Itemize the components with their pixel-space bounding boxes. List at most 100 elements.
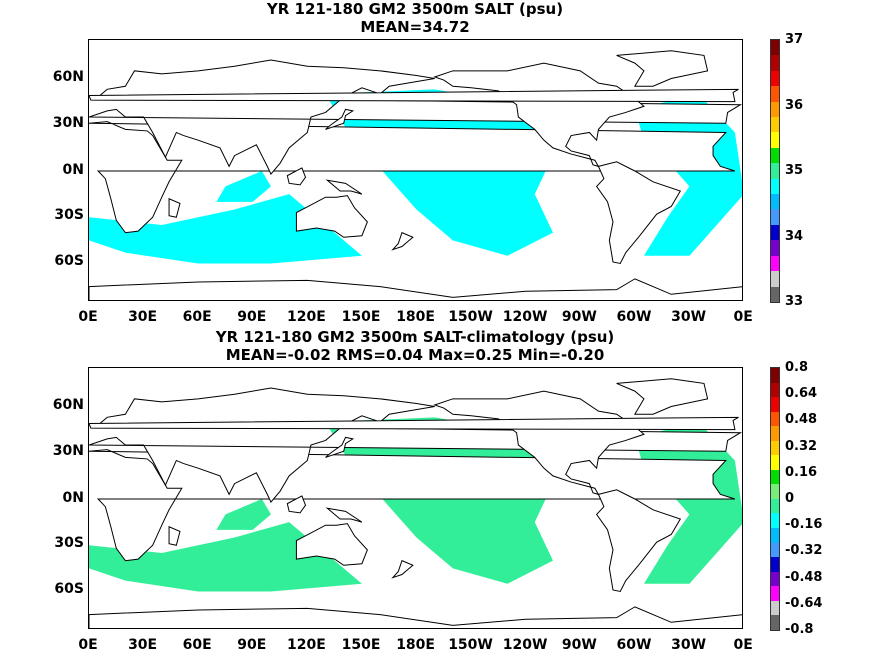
panel2-lon-label-0: 0E <box>78 637 98 653</box>
coastline-newguinea <box>325 507 363 523</box>
panel2-colorbar-segment <box>771 382 779 398</box>
panel1-lat-0N: 0N <box>62 162 84 178</box>
panel2-colorbar-segment <box>771 600 779 616</box>
panel2-colorbar-segment <box>771 397 779 412</box>
panel1-colorbar-label: 37 <box>785 32 804 47</box>
coastline-britain <box>89 88 739 103</box>
panel1-colorbar-segment <box>771 132 779 148</box>
panel2-lon-label-12: 0E <box>733 637 753 653</box>
panel2-lon-label-1: 30E <box>128 637 158 653</box>
panel2-colorbar-segment <box>771 368 779 383</box>
panel2-colorbar-label: -0.16 <box>785 517 823 533</box>
panel1-lon-label-4: 120E <box>286 309 326 325</box>
panel2-colorbar-segment <box>771 586 779 601</box>
panel2-colorbar-label: 0.64 <box>785 386 818 402</box>
panel1-lon-label-3: 90E <box>237 309 267 325</box>
coastline-antarctica <box>89 606 742 628</box>
panel1-colorbar-segment <box>771 101 779 118</box>
panel2-colorbar-segment <box>771 498 779 514</box>
coastline-japan <box>325 108 355 130</box>
coastline-eurasia <box>89 59 742 175</box>
panel2-lat-30S: 30S <box>54 535 84 551</box>
panel2-colorbar-label: 0 <box>785 491 795 506</box>
panel2-lon-label-5: 150E <box>341 637 381 653</box>
panel2-map <box>88 367 743 629</box>
panel1-colorbar-segment <box>771 240 779 256</box>
coastline-nz <box>391 559 414 579</box>
panel2-lat-60N: 60N <box>52 397 84 413</box>
panel2-colorbar-label: 0.16 <box>785 464 818 480</box>
coastline-nAmerica <box>433 390 645 496</box>
panel2-colorbar-label: 0.48 <box>785 412 818 428</box>
coastline-borneo <box>286 495 307 514</box>
coastline-japan <box>325 436 355 458</box>
coastline-borneo <box>286 167 307 186</box>
panel2-colorbar-label: -0.64 <box>785 595 823 611</box>
panel2-colorbar-label: -0.8 <box>785 622 814 637</box>
panel2-lat-30N: 30N <box>52 443 84 459</box>
panel1-colorbar-segment <box>771 147 779 164</box>
panel1-colorbar-segment <box>771 40 779 56</box>
panel2-colorbar-segment <box>771 571 779 587</box>
panel2-map-canvas <box>89 378 742 628</box>
panel2-lon-label-9: 90W <box>561 637 597 653</box>
coastline-australia <box>295 195 368 238</box>
panel1-lon-label-9: 90W <box>561 309 597 325</box>
panel1-colorbar-segment <box>771 55 779 71</box>
panel1-title-line2: MEAN=34.72 <box>360 18 470 36</box>
panel1-lon-label-2: 60E <box>182 309 212 325</box>
panel2-colorbar-segment <box>771 455 779 470</box>
panel1-colorbar-label: 34 <box>785 228 804 244</box>
panel1-lon-label-5: 150E <box>341 309 381 325</box>
panel2-colorbar-segment <box>771 440 779 456</box>
panel2-title-line1: YR 121-180 GM2 3500m SALT-climatology (p… <box>215 328 615 346</box>
panel1-lon-label-10: 60W <box>616 309 652 325</box>
ocean-field-region <box>216 171 271 202</box>
panel1-map <box>88 39 743 301</box>
panel2-colorbar-segment <box>771 469 779 485</box>
panel2-lon-label-4: 120E <box>286 637 326 653</box>
panel2-lat-0N: 0N <box>62 490 84 506</box>
panel2-colorbar-label: -0.32 <box>785 543 823 559</box>
panel1-colorbar-segment <box>771 163 779 179</box>
ocean-field-region <box>216 499 271 530</box>
coastline-antarctica <box>89 278 742 300</box>
coastline-madagascar <box>168 197 181 218</box>
panel1-colorbar-segment <box>771 70 779 87</box>
coastline-nz <box>391 231 414 251</box>
panel2-lon-label-7: 150W <box>448 637 493 653</box>
panel2-colorbar-segment <box>771 513 779 529</box>
panel1-colorbar-segment <box>771 86 779 102</box>
coastline-nAmerica <box>433 62 645 168</box>
panel1-lat-60N: 60N <box>52 69 84 85</box>
panel1-lon-label-1: 30E <box>128 309 158 325</box>
panel1-lat-30S: 30S <box>54 207 84 223</box>
ocean-field-region <box>89 194 362 264</box>
panel1-colorbar-segment <box>771 271 779 287</box>
coastline-greenland <box>616 378 709 415</box>
coastline-madagascar <box>168 525 181 546</box>
panel2-lon-label-8: 120W <box>502 637 548 653</box>
coastline-sAmerica <box>595 161 682 265</box>
coastline-newguinea <box>325 179 363 195</box>
panel1-colorbar <box>770 39 780 303</box>
panel2-lon-label-6: 180E <box>396 637 435 653</box>
ocean-field-region <box>89 522 362 592</box>
panel2-colorbar-label: 0.8 <box>785 360 809 375</box>
coastline-africa <box>89 449 736 562</box>
panel1-colorbar-segment <box>771 224 779 241</box>
panel1-lat-60S: 60S <box>54 253 84 269</box>
panel1-lon-label-0: 0E <box>78 309 98 325</box>
panel1-colorbar-segment <box>771 117 779 133</box>
panel2-lat-60S: 60S <box>54 581 84 597</box>
panel2-lon-label-2: 60E <box>182 637 212 653</box>
panel2-lon-label-11: 30W <box>671 637 707 653</box>
panel1-lon-label-8: 120W <box>502 309 548 325</box>
coastline-sAmerica <box>595 489 682 593</box>
panel2-colorbar-segment <box>771 411 779 427</box>
coastline-africa <box>89 121 736 234</box>
panel2-lon-label-10: 60W <box>616 637 652 653</box>
panel2-title-line2: MEAN=-0.02 RMS=0.04 Max=0.25 Min=-0.20 <box>225 346 605 364</box>
panel2-colorbar-segment <box>771 484 779 499</box>
coastline-eurasia <box>89 387 742 503</box>
